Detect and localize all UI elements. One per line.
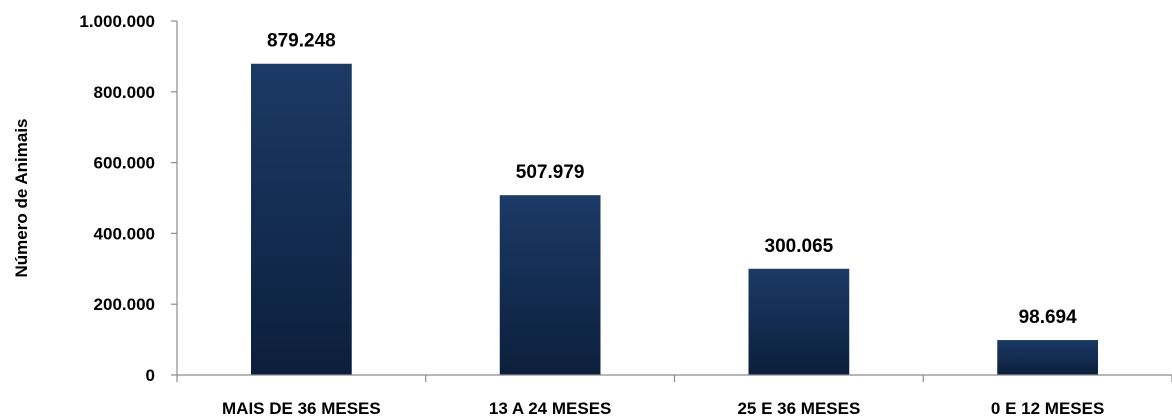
x-category-label: 25 E 36 MESES [737, 399, 860, 418]
x-category-label: MAIS DE 36 MESES [222, 399, 381, 418]
bar-value-label: 300.065 [765, 236, 834, 257]
y-tick-label: 200.000 [94, 295, 155, 314]
bar-value-label: 98.694 [1019, 307, 1078, 328]
y-tick-label: 600.000 [94, 154, 155, 173]
bar [251, 63, 352, 375]
y-axis-title: Número de Animais [12, 118, 31, 277]
x-category-label: 13 A 24 MESES [489, 399, 612, 418]
x-category-label: 0 E 12 MESES [991, 399, 1104, 418]
bar [499, 195, 601, 375]
bars: 879.248 507.979 300.065 98.694 [251, 31, 1098, 375]
x-axis: MAIS DE 36 MESES 13 A 24 MESES 25 E 36 MES… [176, 374, 1172, 418]
bar-value-label: 507.979 [516, 162, 585, 183]
y-tick-label: 0 [146, 366, 155, 385]
y-tick-label: 1.000.000 [79, 12, 155, 31]
bar [997, 340, 1098, 375]
y-axis: 0 200.000 400.000 600.000 800.000 1.000.000 [79, 12, 178, 385]
bar-value-label: 879.248 [267, 31, 336, 52]
y-tick-label: 400.000 [94, 224, 155, 243]
bar [748, 268, 850, 375]
y-tick-label: 800.000 [94, 83, 155, 102]
